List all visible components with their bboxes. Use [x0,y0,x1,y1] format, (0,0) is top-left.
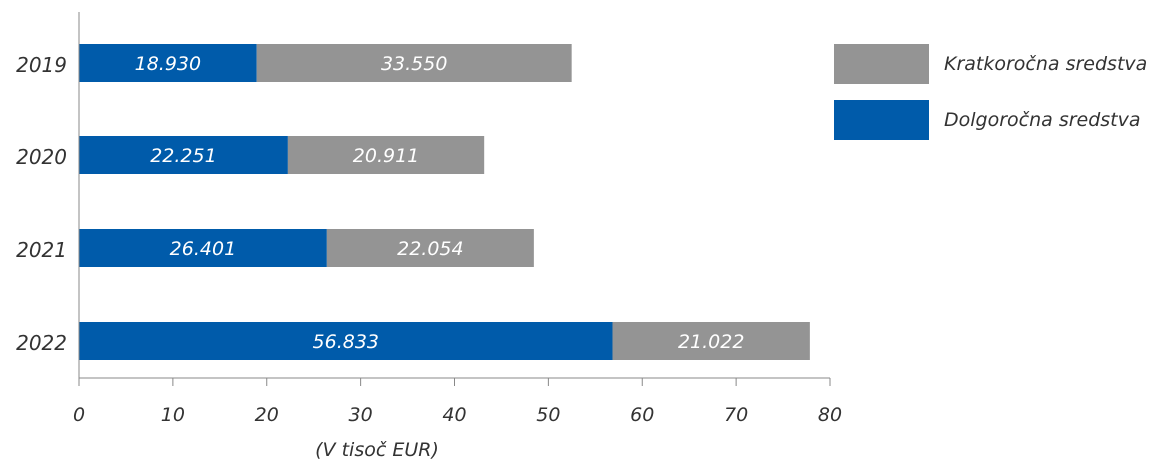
x-tick-label-10: 10 [161,404,185,426]
bars-group [79,44,810,360]
category-labels-group: 2019 2020 2021 2022 [16,53,67,355]
x-tick-label-40: 40 [442,404,466,426]
bar-2019-kratkorocna [256,44,572,82]
legend-label-kratkorocna: Kratkoročna sredstva [944,53,1148,75]
bar-label-2022-kratkorocna: 21.022 [678,331,744,353]
x-tick-label-80: 80 [818,404,842,426]
legend-label-dolgorocna: Dolgoročna sredstva [944,109,1141,131]
bar-label-2021-dolgorocna: 26.401 [170,238,236,260]
bar-2019-dolgorocna [79,44,257,82]
category-label-2021: 2021 [16,238,67,262]
bar-2020-kratkorocna [287,136,485,174]
legend-item-dolgorocna: Dolgoročna sredstva [834,100,1157,140]
bar-2022-dolgorocna [79,322,613,360]
bar-2020-dolgorocna [79,136,288,174]
x-tick-label-30: 30 [349,404,373,426]
x-tick-label-20: 20 [255,404,279,426]
x-axis-title: (V tisoč EUR) [315,439,439,461]
legend-swatch-kratkorocna [834,44,929,84]
legend-swatch-dolgorocna [834,100,929,140]
bar-label-2020-kratkorocna: 20.911 [353,145,419,167]
bar-label-2022-dolgorocna: 56.833 [313,331,379,353]
x-tick-label-0: 0 [73,404,85,426]
bar-label-2019-dolgorocna: 18.930 [135,53,201,75]
legend-item-kratkorocna: Kratkoročna sredstva [834,44,1157,84]
x-ticks-group: 0 10 20 30 40 50 60 70 80 [73,378,842,426]
bar-2021-kratkorocna [326,229,534,267]
x-tick-label-60: 60 [630,404,654,426]
category-label-2019: 2019 [16,53,67,77]
category-label-2020: 2020 [16,145,67,169]
category-label-2022: 2022 [16,331,67,355]
bar-label-2020-dolgorocna: 22.251 [150,145,216,167]
bar-2021-dolgorocna [79,229,327,267]
bar-2022-kratkorocna [612,322,810,360]
bar-labels-group: 18.930 33.550 22.251 20.911 26.401 22.054 56.8… [135,53,745,353]
bar-label-2019-kratkorocna: 33.550 [381,53,447,75]
x-tick-label-50: 50 [536,404,560,426]
x-tick-label-70: 70 [724,404,748,426]
bar-label-2021-kratkorocna: 22.054 [397,238,463,260]
